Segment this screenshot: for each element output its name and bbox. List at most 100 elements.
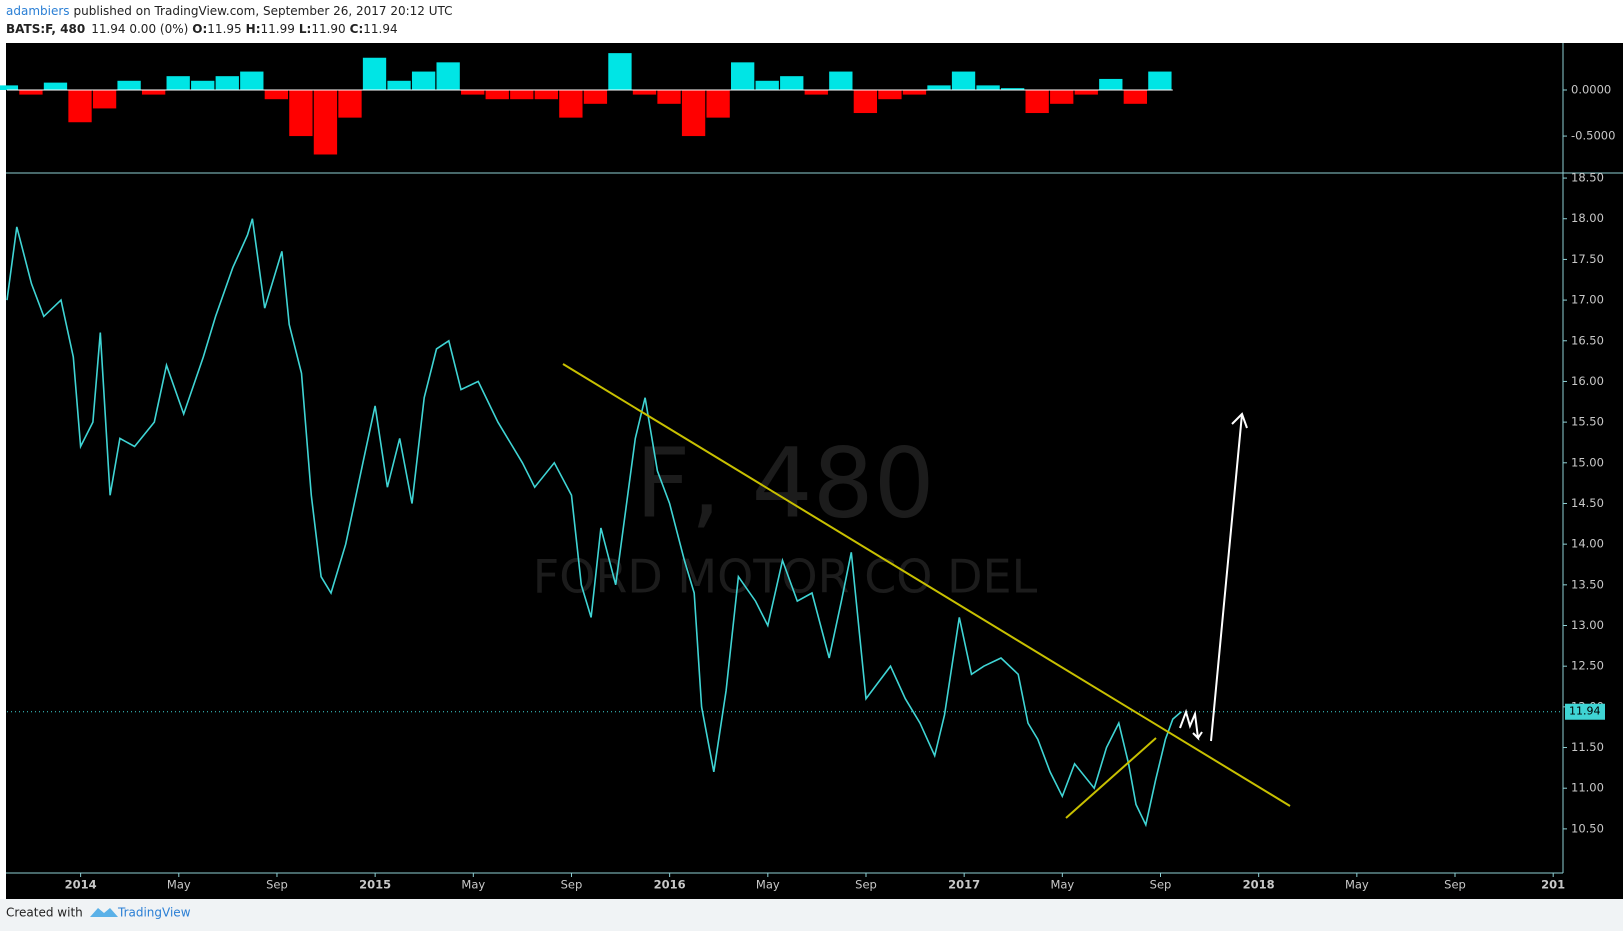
oscillator-bar (338, 89, 362, 118)
oscillator-bar (43, 82, 68, 90)
oscillator-bar (804, 89, 828, 95)
ohlc-label: O: (192, 22, 207, 36)
oscillator-bar (681, 89, 706, 137)
y-tick-label: 11.50 (1571, 740, 1604, 754)
x-tick-label: 2016 (654, 878, 686, 892)
x-tick-label: 2015 (359, 878, 391, 892)
oscillator-bar (191, 80, 215, 90)
ohlc-value: 11.90 (311, 22, 345, 36)
y-tick-label: 15.00 (1571, 455, 1604, 469)
y-tick-label: 0.0000 (1571, 82, 1611, 96)
oscillator-bar (976, 85, 1000, 90)
oscillator-bar (608, 53, 632, 90)
x-tick-label: 201 (1541, 878, 1565, 892)
ohlc-value: 11.99 (261, 22, 295, 36)
oscillator-bar (461, 89, 485, 95)
logo (90, 908, 118, 917)
oscillator-bar (878, 89, 902, 100)
last-price-label: 11.94 (1569, 705, 1601, 718)
ohlc-label: C: (350, 22, 364, 36)
oscillator-bar (780, 76, 804, 90)
oscillator-bar (510, 89, 534, 100)
y-tick-label: 13.00 (1571, 618, 1604, 632)
oscillator-bar (0, 85, 19, 90)
oscillator-bar (829, 71, 853, 90)
y-tick-label: -0.5000 (1571, 129, 1615, 143)
x-tick-label: Sep (561, 878, 583, 892)
oscillator-bar (1025, 89, 1049, 114)
ohlc-label: H: (246, 22, 261, 36)
oscillator-bar (68, 89, 92, 123)
oscillator-bar (706, 89, 730, 118)
y-tick-label: 17.50 (1571, 252, 1604, 266)
oscillator-bar (657, 89, 681, 104)
y-tick-label: 16.50 (1571, 333, 1604, 347)
oscillator-bar (755, 80, 779, 90)
oscillator-bar (313, 89, 338, 155)
x-tick-label: May (1345, 878, 1369, 892)
ohlc-label: L: (299, 22, 311, 36)
y-tick-label: 15.50 (1571, 415, 1604, 429)
oscillator-bar (215, 76, 239, 90)
footer-text: Created with (6, 906, 83, 920)
oscillator-bar (387, 80, 411, 90)
oscillator-bar (240, 71, 264, 90)
x-tick-label: May (756, 878, 780, 892)
x-tick-label: May (461, 878, 485, 892)
x-tick-label: May (167, 878, 191, 892)
y-tick-label: 18.00 (1571, 211, 1604, 225)
y-tick-label: 14.00 (1571, 537, 1604, 551)
oscillator-bar (19, 89, 43, 95)
oscillator-bar (362, 57, 387, 90)
arrow (1210, 413, 1243, 742)
last-price-badge (1565, 703, 1605, 720)
trendline (562, 363, 1291, 807)
y-tick-label: 10.50 (1571, 821, 1604, 835)
oscillator-bar (1050, 89, 1074, 104)
x-tick-label: Sep (855, 878, 877, 892)
header-line-2: BATS:F, 480 11.94 0.00 (0%) O:11.95 H:11.99… (6, 22, 398, 36)
author[interactable]: adambiers (6, 4, 70, 18)
oscillator-bar (166, 76, 190, 90)
oscillator-bar (485, 89, 509, 100)
drawings (562, 363, 1291, 819)
x-tick-label: Sep (1150, 878, 1172, 892)
footer-brand[interactable]: TradingView (117, 906, 191, 920)
oscillator-bar (92, 89, 117, 109)
ohlc-value: 11.94 (363, 22, 397, 36)
oscillator-bar (289, 89, 313, 137)
oscillator-bar (411, 71, 436, 90)
chart-bg (6, 43, 1623, 899)
ohlc-value: 11.95 (207, 22, 241, 36)
oscillator-bar (141, 89, 166, 95)
oscillator-bar (559, 89, 583, 118)
oscillator-bar (632, 89, 657, 95)
symbol: BATS:F, 480 (6, 22, 85, 36)
oscillator-bar (1123, 89, 1148, 104)
quote: 11.94 0.00 (0%) (91, 22, 188, 36)
x-tick-label: 2017 (948, 878, 980, 892)
y-tick-label: 11.00 (1571, 781, 1604, 795)
published: published on TradingView.com, September … (74, 4, 453, 18)
oscillator-bar (731, 62, 755, 90)
oscillator-bar (951, 71, 976, 90)
price-line (6, 218, 1182, 828)
squiggle (1179, 708, 1203, 741)
oscillator-bar (927, 85, 951, 90)
footer-bg (0, 899, 1623, 931)
oscillator-bar (264, 89, 289, 100)
oscillator-bar (1000, 88, 1025, 90)
y-tick-label: 12.50 (1571, 659, 1604, 673)
arrow-head (1231, 412, 1248, 429)
x-tick-label: May (1050, 878, 1074, 892)
header-line-1: adambiers published on TradingView.com, S… (6, 4, 453, 18)
trendline (1065, 737, 1157, 819)
oscillator-bar (1074, 89, 1098, 95)
x-tick-label: 2018 (1243, 878, 1275, 892)
x-tick-label: Sep (266, 878, 288, 892)
oscillator-bar (534, 89, 558, 100)
y-tick-label: 13.50 (1571, 577, 1604, 591)
oscillator-bar (1099, 78, 1123, 90)
x-tick-label: 2014 (65, 878, 97, 892)
